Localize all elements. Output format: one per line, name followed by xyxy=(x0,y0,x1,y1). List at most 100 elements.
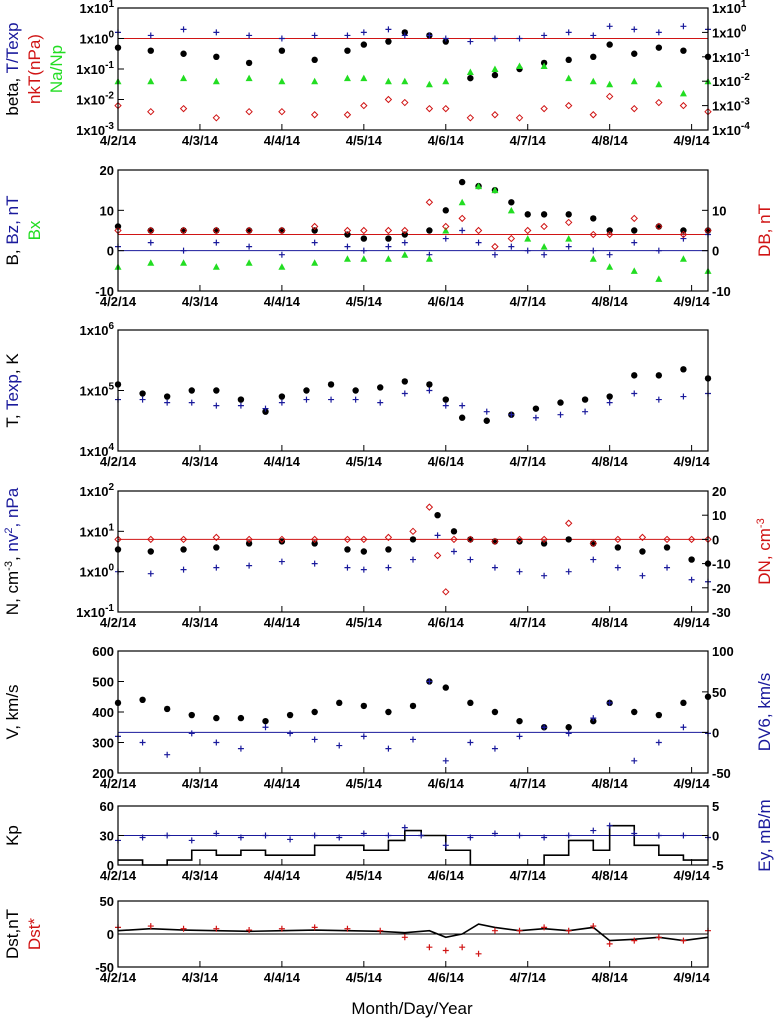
data-point xyxy=(491,927,498,934)
right-tick-label: 1x100 xyxy=(712,23,747,40)
data-point xyxy=(639,548,646,555)
axis-label-part: nkT(nPa) xyxy=(25,34,44,104)
data-point xyxy=(327,381,335,388)
data-point xyxy=(450,535,458,544)
data-point xyxy=(246,562,253,569)
data-point xyxy=(328,396,335,403)
data-point xyxy=(565,29,572,36)
data-point xyxy=(524,247,531,254)
data-point xyxy=(524,226,532,235)
x-tick-label: 4/6/14 xyxy=(428,970,465,985)
data-point xyxy=(164,399,171,406)
data-point xyxy=(631,757,638,764)
data-point xyxy=(516,35,523,42)
data-point xyxy=(475,950,482,957)
data-point xyxy=(631,239,638,246)
data-point xyxy=(278,263,286,270)
data-point xyxy=(516,832,523,839)
right-tick-label: 10 xyxy=(712,203,726,218)
data-point xyxy=(491,71,499,79)
data-point xyxy=(147,227,154,234)
x-tick-label: 4/3/14 xyxy=(182,133,219,148)
data-point xyxy=(237,396,245,403)
tick-exponent: -1 xyxy=(741,48,750,59)
data-point xyxy=(425,255,433,262)
data-point xyxy=(139,834,146,841)
y-tick-label: 300 xyxy=(92,736,114,751)
tick-exponent: -1 xyxy=(105,60,114,71)
data-point xyxy=(655,832,662,839)
data-point xyxy=(630,267,638,274)
data-point xyxy=(467,739,474,746)
y-tick-label: 1x104 xyxy=(80,442,115,459)
data-point xyxy=(147,570,154,577)
x-tick-label: 4/4/14 xyxy=(264,868,301,883)
data-point xyxy=(311,227,318,234)
data-point xyxy=(401,824,408,831)
series-line xyxy=(117,923,709,942)
tick-exponent: -1 xyxy=(105,603,114,614)
x-tick-label: 4/2/14 xyxy=(100,294,137,309)
axis-label: Dst,nT xyxy=(3,909,22,959)
right-tick-label: -10 xyxy=(712,284,731,299)
plot-frame xyxy=(117,169,709,292)
data-point xyxy=(311,56,318,64)
data-point xyxy=(213,387,220,394)
data-point xyxy=(245,59,253,67)
axis-label: B, Bz, nT xyxy=(3,196,22,266)
data-point xyxy=(540,535,548,544)
data-point xyxy=(352,387,359,394)
data-point xyxy=(516,733,523,740)
x-tick-label: 4/6/14 xyxy=(428,454,465,469)
data-point xyxy=(343,226,352,235)
data-point xyxy=(139,696,146,703)
x-tick-label: 4/3/14 xyxy=(182,776,219,791)
data-point xyxy=(180,925,187,932)
y-tick-label: 0 xyxy=(107,858,114,873)
data-point xyxy=(606,251,613,258)
data-point xyxy=(459,402,466,409)
y-tick-label: 1x101 xyxy=(80,0,115,16)
axis-label: T, Texp, K xyxy=(3,353,22,428)
y-tick-label: -50 xyxy=(95,960,114,975)
data-point xyxy=(360,101,368,110)
data-point xyxy=(344,925,351,932)
data-point xyxy=(343,111,352,119)
axis-label: Kp xyxy=(3,825,22,846)
data-point xyxy=(343,74,351,82)
data-point xyxy=(466,68,474,76)
data-point xyxy=(237,834,244,841)
y-tick-label: 400 xyxy=(92,705,114,720)
data-point xyxy=(614,564,621,571)
right-tick-label: 50 xyxy=(712,685,726,700)
data-point xyxy=(508,243,515,250)
data-point xyxy=(590,923,597,930)
data-point xyxy=(426,944,433,951)
tick-exponent: 1 xyxy=(741,0,747,10)
data-point xyxy=(565,211,572,218)
data-point xyxy=(401,378,409,385)
data-point xyxy=(433,551,442,560)
data-point xyxy=(213,544,220,551)
data-point xyxy=(360,702,368,710)
data-point xyxy=(180,259,188,266)
panel-p6: 0 30 60 -5 0 5 4/2/14 4/3/14 4/4/14 4/5/14 4/6/14 4… xyxy=(3,799,774,883)
tick-base: 1x10 xyxy=(712,99,741,114)
data-point xyxy=(303,387,310,394)
data-point xyxy=(590,556,597,563)
x-tick-label: 4/2/14 xyxy=(100,776,137,791)
right-tick-label: 1x10-3 xyxy=(712,97,750,114)
data-point xyxy=(311,239,318,246)
axis-label: DV6, km/s xyxy=(755,673,774,751)
data-point xyxy=(139,396,146,403)
data-point xyxy=(344,32,351,39)
x-tick-label: 4/5/14 xyxy=(346,133,383,148)
data-point xyxy=(278,538,286,545)
axis-label-part: , xyxy=(3,552,22,561)
data-point xyxy=(458,414,466,421)
data-point xyxy=(385,546,392,553)
chart-panels: 1x10-31x10-21x10-11x1001x1011x10-41x10-3… xyxy=(3,0,774,985)
axis-label: beta, T/Texp xyxy=(3,22,22,115)
data-point xyxy=(655,934,662,941)
tick-base: 1x10 xyxy=(712,1,741,16)
